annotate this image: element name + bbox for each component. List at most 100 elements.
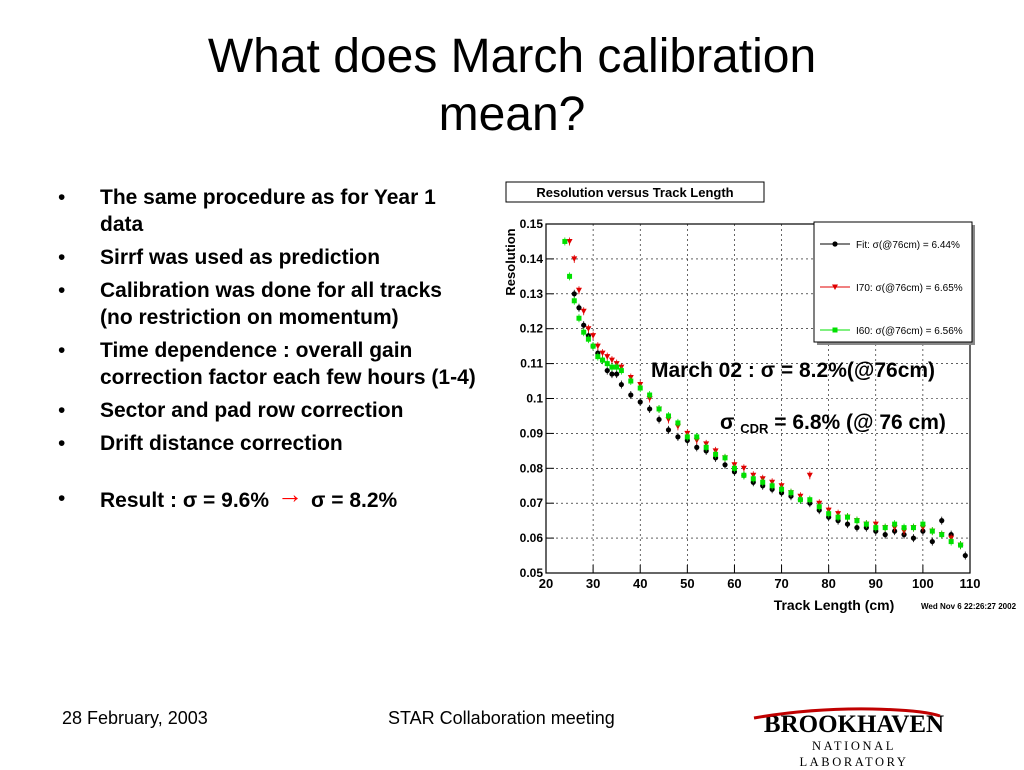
- data-point: [575, 287, 582, 294]
- data-point: [637, 385, 643, 391]
- data-point: [740, 465, 747, 472]
- legend-marker: [832, 241, 838, 247]
- data-point: [910, 535, 917, 541]
- data-point: [788, 490, 794, 496]
- data-point: [628, 392, 634, 398]
- chart-legend: Fit: σ(@76cm) = 6.44% I70: σ(@76cm) = 6.6…: [813, 221, 975, 345]
- data-point: [604, 361, 610, 367]
- data-point: [675, 434, 681, 440]
- bullet-dot-icon: •: [58, 186, 66, 209]
- data-point: [614, 364, 620, 370]
- data-point: [863, 521, 869, 527]
- data-point: [722, 455, 728, 461]
- brookhaven-logo: BROOKHAVEN NATIONAL LABORATORY: [753, 707, 952, 770]
- x-tick-label: 20: [539, 576, 553, 591]
- result-suffix: σ = 8.2%: [311, 489, 398, 512]
- x-tick-label: 70: [774, 576, 788, 591]
- data-point: [566, 238, 573, 245]
- data-point: [854, 518, 860, 524]
- bullet-list: • The same procedure as for Year 1 data •…: [58, 184, 478, 520]
- data-point: [769, 483, 775, 489]
- y-tick-label: 0.11: [520, 357, 543, 371]
- footer-meeting: STAR Collaboration meeting: [388, 708, 615, 728]
- legend-label: Fit: σ(@76cm) = 6.44%: [856, 240, 960, 251]
- logo-swoosh-icon: [753, 707, 941, 720]
- data-point: [647, 392, 653, 398]
- data-point: [694, 444, 700, 450]
- data-point: [684, 434, 690, 440]
- data-point: [594, 343, 601, 350]
- bullet-text: Time dependence : overall gain correctio…: [100, 339, 476, 389]
- y-tick-label: 0.07: [520, 496, 544, 510]
- logo-text-top: BROOKHAVEN: [763, 711, 945, 738]
- data-point: [722, 462, 728, 468]
- data-point: [618, 381, 624, 388]
- y-tick-label: 0.1: [526, 392, 543, 406]
- data-point: [948, 539, 954, 545]
- data-point: [604, 367, 610, 374]
- resolution-chart: Resolution versus Track Length 20 30 40 50 6…: [503, 181, 1016, 613]
- x-tick-label: 90: [869, 576, 883, 591]
- data-point: [806, 472, 813, 479]
- data-point: [599, 350, 606, 357]
- data-point: [600, 357, 606, 363]
- data-point: [882, 525, 888, 531]
- data-point: [854, 525, 860, 531]
- data-point: [939, 532, 945, 538]
- data-point: [835, 514, 841, 520]
- logo-text-bottom: NATIONAL LABORATORY: [799, 739, 909, 769]
- y-tick-label: 0.08: [520, 461, 544, 475]
- bullet-item: • Calibration was done for all tracks (no…: [58, 277, 478, 331]
- chart-timestamp: Wed Nov 6 22:26:27 2002: [921, 602, 1016, 611]
- x-tick-label: 110: [960, 576, 981, 591]
- data-point: [581, 322, 587, 328]
- data-point: [609, 364, 615, 370]
- data-point: [585, 336, 591, 342]
- data-point: [590, 343, 596, 349]
- data-point: [608, 357, 615, 364]
- data-point: [844, 521, 851, 527]
- data-point: [962, 552, 968, 559]
- data-point: [731, 465, 737, 471]
- data-point: [571, 256, 578, 262]
- data-point: [750, 476, 756, 482]
- bullet-dot-icon: •: [58, 487, 66, 510]
- bullet-spacer: [58, 463, 478, 485]
- bullet-dot-icon: •: [58, 246, 66, 269]
- data-point: [585, 326, 592, 332]
- x-tick-label: 100: [912, 576, 934, 591]
- data-point: [571, 298, 577, 304]
- data-point: [713, 451, 719, 457]
- data-point: [882, 532, 888, 538]
- data-point: [590, 333, 597, 339]
- annotation-cdr-sub: CDR: [740, 421, 769, 436]
- right-arrow-icon: →: [277, 479, 304, 509]
- data-point: [576, 305, 582, 311]
- data-point: [807, 497, 813, 503]
- y-tick-label: 0.14: [520, 252, 544, 266]
- y-tick-label: 0.06: [520, 531, 544, 545]
- data-point: [580, 308, 587, 315]
- data-point: [779, 486, 785, 492]
- y-tick-label: 0.15: [520, 217, 544, 231]
- data-point: [920, 521, 926, 527]
- data-point: [845, 514, 851, 520]
- result-prefix: Result : σ = 9.6%: [100, 489, 270, 512]
- bullet-item: • Sirrf was used as prediction: [58, 244, 478, 271]
- data-point: [929, 528, 935, 534]
- bullet-text: Drift distance correction: [100, 432, 343, 455]
- y-tick-label: 0.09: [520, 426, 544, 440]
- bullet-dot-icon: •: [58, 339, 66, 362]
- data-point: [939, 518, 945, 524]
- y-tick-label: 0.13: [520, 287, 544, 301]
- data-point: [576, 315, 582, 321]
- data-point: [675, 420, 681, 426]
- bullet-item: • Time dependence : overall gain correcti…: [58, 337, 478, 391]
- data-point: [694, 434, 700, 440]
- data-point: [637, 399, 643, 405]
- footer-date: 28 February, 2003: [62, 708, 208, 728]
- bullet-item: • Drift distance correction: [58, 430, 478, 457]
- y-axis-label: Resolution: [503, 228, 518, 295]
- data-point: [609, 371, 615, 377]
- data-point: [665, 413, 671, 419]
